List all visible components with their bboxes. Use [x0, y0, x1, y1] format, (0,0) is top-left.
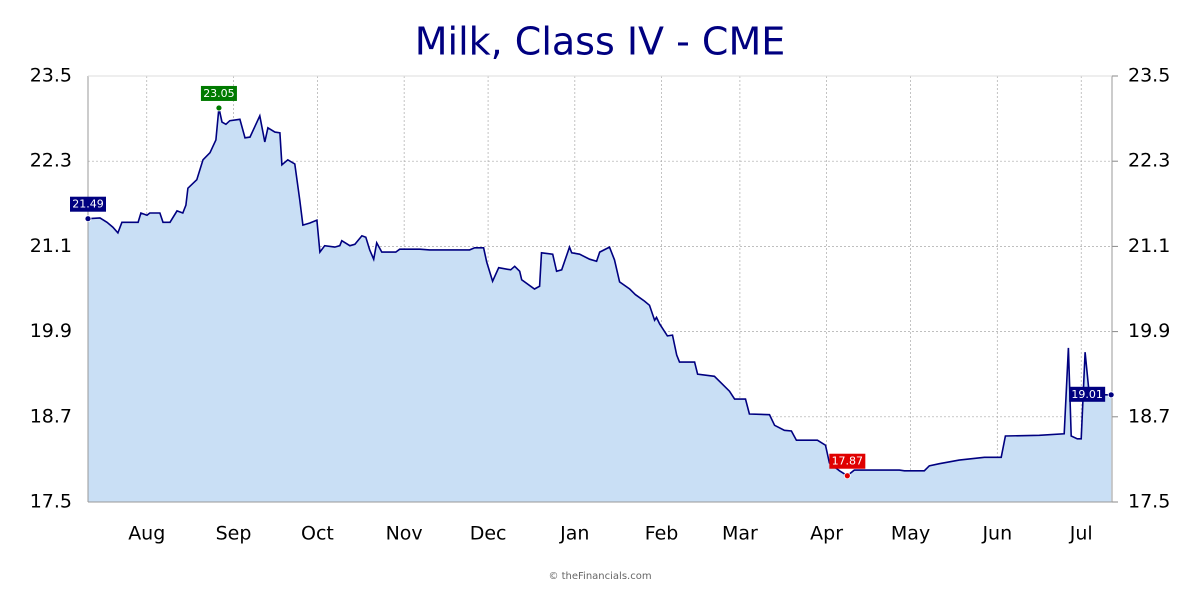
y-tick-label: 22.3 — [30, 150, 72, 172]
x-tick-label: Jan — [559, 523, 589, 545]
y2-tick-label: 23.5 — [1128, 65, 1170, 87]
marker-label: 23.05 — [203, 87, 235, 100]
x-tick-label: Sep — [216, 523, 252, 545]
x-tick-label: Mar — [722, 523, 758, 545]
y2-tick-label: 21.1 — [1128, 235, 1170, 257]
x-tick-label: May — [891, 523, 930, 545]
marker-box — [200, 85, 237, 101]
marker-dot — [843, 472, 851, 480]
marker-dot — [215, 104, 223, 112]
x-tick-label: Aug — [128, 523, 165, 545]
x-tick-label: Oct — [301, 523, 334, 545]
y-tick-label: 18.7 — [30, 405, 72, 427]
x-tick-label: Jul — [1069, 523, 1093, 545]
marker-box — [70, 196, 106, 212]
x-tick-label: Jun — [981, 523, 1012, 545]
credit: © theFinancials.com — [548, 571, 651, 582]
chart-title: Milk, Class IV - CME — [415, 20, 786, 64]
y-tick-label: 17.5 — [30, 491, 72, 513]
x-tick-label: Feb — [645, 523, 679, 545]
y2-tick-label: 18.7 — [1128, 405, 1170, 427]
marker-dot — [1107, 391, 1115, 399]
y-tick-label: 21.1 — [30, 235, 72, 257]
y2-tick-label: 17.5 — [1128, 491, 1170, 513]
marker-box — [829, 453, 866, 469]
marker-label: 17.87 — [832, 455, 864, 468]
x-tick-label: Apr — [810, 523, 843, 545]
x-tick-label: Dec — [470, 523, 507, 545]
y-tick-label: 19.9 — [30, 320, 72, 342]
marker-box — [1069, 386, 1106, 402]
marker-label: 21.49 — [72, 198, 104, 211]
y2-tick-label: 22.3 — [1128, 150, 1170, 172]
marker-label: 19.01 — [1071, 388, 1103, 401]
y2-tick-label: 19.9 — [1128, 320, 1170, 342]
area-fill — [88, 107, 1112, 503]
marker-dot — [84, 215, 92, 223]
price-line — [87, 107, 1112, 477]
y-tick-label: 23.5 — [30, 65, 72, 87]
x-tick-label: Nov — [386, 523, 423, 545]
